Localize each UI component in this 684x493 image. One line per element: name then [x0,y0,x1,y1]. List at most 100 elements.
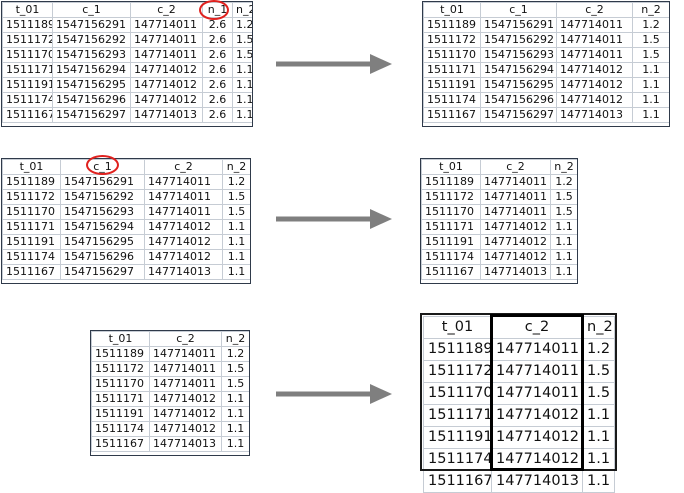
table-cell: 1547156291 [52,17,131,33]
table-cell: 1547156292 [60,189,145,205]
table-without-c1-frame [420,158,578,284]
table-cell: 1511191 [423,426,492,449]
table-step2: t_01 c_1 c_2 n_2 1511189 1547156291 147714011 1… [2,159,251,280]
table-row: 1511170 1547156293 147714011 1.5 [2,204,251,220]
table-row: 1511189 1547156291 147714011 1.2 [2,174,251,190]
table-cell: 1547156292 [52,32,131,48]
table-cell: 1.1 [550,219,578,235]
table-cell: 1547156293 [52,47,131,63]
table-cell: 1547156291 [60,174,145,190]
table-row: 1511191 147714012 1.1 [423,426,615,449]
table-row: 1511191 1547156295 147714012 1.1 [423,77,670,93]
table-cell: 1511191 [423,77,481,93]
arrow-right-icon [276,209,392,229]
table-cell: 1.1 [550,234,578,250]
table-cell: 1511167 [2,264,61,280]
table-cell: 1547156294 [52,62,131,78]
c2-column-highlight [490,314,584,471]
table-cell: 147714013 [144,264,223,280]
table-row: 1511171 1547156294 147714012 2.6 1.1 [2,62,253,78]
table-row: 1511172 147714011 1.5 [423,360,615,383]
table-row: 1511172 1547156292 147714011 1.5 [423,32,670,48]
table-cell: 1.1 [632,107,670,123]
table-row: 1511167 1547156297 147714013 2.6 1.1 [2,107,253,123]
table-row: 1511167 1547156297 147714013 1.1 [423,107,670,123]
table-cell: 1511189 [421,174,481,190]
table-cell: 1547156297 [60,264,145,280]
table-cell: 1511172 [423,32,481,48]
table-row: 1511172 1547156292 147714011 1.5 [2,189,251,205]
header-t-01: t_01 [421,159,481,175]
table-cell: 1511189 [2,17,53,33]
table-cell: 1511170 [423,47,481,63]
table-row: 1511167 1547156297 147714013 1.1 [2,264,251,280]
table-cell: 147714012 [480,249,551,265]
table-cell: 147714013 [130,107,203,123]
table-cell: 1.1 [221,406,250,422]
table-step3: t_01 c_2 n_2 1511189 147714011 1.2 1511172 1477… [91,331,250,452]
table-cell: 147714012 [130,77,203,93]
table-cell: 1.2 [582,338,615,361]
header-n-2: n_2 [582,316,615,339]
table-row: 1511171 147714012 1.1 [91,391,250,407]
table-row: 1511191 147714012 1.1 [421,234,578,250]
table-original: t_01c_1c_2n_1n_2151118915471562911477140… [2,2,253,123]
table-cell: 1511172 [421,189,481,205]
table-row: 1511189 147714011 1.2 [423,338,615,361]
table-cell: 147714012 [491,448,583,471]
n1-circle-highlight [199,0,229,20]
table-without-n1: t_01 c_1 c_2 n_2 1511189 1547156291 147714011 1… [423,2,670,123]
header-c-1: c_1 [480,2,557,18]
table-cell: 1.1 [221,421,250,437]
table-cell: 1511171 [423,404,492,427]
table-cell: 1547156294 [60,219,145,235]
table-cell: 1511191 [2,234,61,250]
table-cell: 1.5 [550,189,578,205]
table-row: 1511170 147714011 1.5 [421,204,578,220]
table-cell: 1547156295 [52,77,131,93]
table-cell: 2.6 [202,107,233,123]
table-row: 1511167 147714013 1.1 [421,264,578,280]
header-t-01: t_01 [423,316,492,339]
table-cell: 1.1 [550,249,578,265]
table-cell: 147714011 [491,338,583,361]
table-row: 1511170 1547156293 147714011 1.5 [423,47,670,63]
table-row: 1511191 1547156295 147714012 2.6 1.1 [2,77,253,93]
table-cell: 1.1 [222,264,251,280]
table-cell: 1547156295 [480,77,557,93]
table-row: 1511189 1547156291 147714011 2.6 1.2 [2,17,253,33]
table-row: 1511170 1547156293 147714011 2.6 1.5 [2,47,253,63]
table-cell: 1511172 [423,360,492,383]
table-cell: 147714011 [149,361,222,377]
table-step2-frame [1,158,251,284]
table-without-n1-frame [422,1,670,127]
table-cell: 1511170 [421,204,481,220]
table-cell: 1511171 [423,62,481,78]
table-cell: 1511174 [423,448,492,471]
table-cell: 2.6 [202,92,233,108]
table-row: 1511191 147714012 1.1 [91,406,250,422]
table-cell: 1511167 [423,107,481,123]
table-cell: 147714013 [480,264,551,280]
table-cell: 147714012 [149,406,222,422]
table-cell: 1511171 [2,62,53,78]
table-cell: 1.5 [582,360,615,383]
table-row: 1511174 147714012 1.1 [421,249,578,265]
table-cell: 1511191 [2,77,53,93]
header-n-2: n_2 [550,159,578,175]
table-cell: 1511167 [2,107,53,123]
table-cell: 147714011 [144,204,223,220]
table-cell: 1.1 [582,448,615,471]
table-without-c1: t_01 c_2 n_2 1511189 147714011 1.2 1511172 1477… [421,159,578,280]
table-row: 1511191 1547156295 147714012 1.1 [2,234,251,250]
table-step3-frame [90,330,250,456]
table-cell: 1547156292 [480,32,557,48]
table-cell: 1547156297 [480,107,557,123]
table-cell: 1511174 [91,421,150,437]
arrow-right-icon [276,54,392,74]
table-row: 1511174 1547156296 147714012 1.1 [423,92,670,108]
table-cell: 147714013 [149,436,222,452]
c1-circle-highlight [86,155,119,175]
table-cell: 1547156297 [52,107,131,123]
table-row: 1511167 147714013 1.1 [91,436,250,452]
